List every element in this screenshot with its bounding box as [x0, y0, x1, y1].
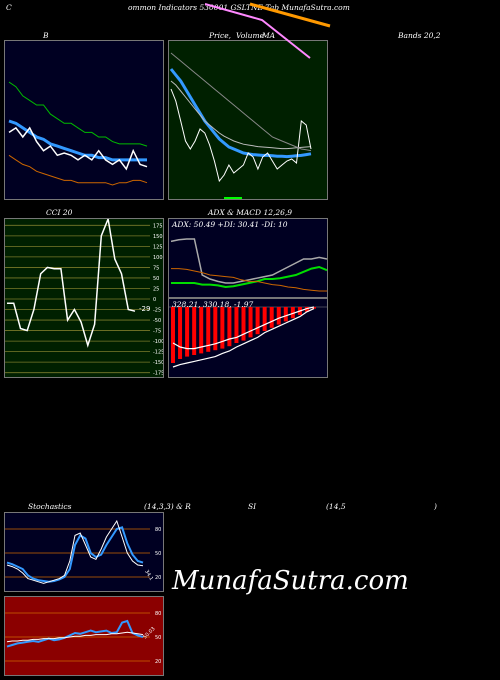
cci-tick-label: 175 — [153, 223, 163, 229]
prefix-text: C — [6, 3, 12, 12]
b-label: B — [43, 31, 49, 40]
stoch-tick-label: 20 — [155, 575, 161, 581]
cci-tick-label: 25 — [153, 286, 159, 292]
macd-bar — [290, 307, 295, 319]
bollinger-chart — [8, 81, 148, 186]
cci-tick-label: -125 — [153, 350, 164, 356]
cci-value-label: -29 — [139, 305, 150, 313]
cci-tick-label: -100 — [153, 339, 164, 345]
stoch-k-line — [6, 519, 144, 584]
macd-bar — [185, 307, 190, 357]
macd-panel: 328.21, 330.18, -1.97 — [168, 298, 328, 378]
macd-bar — [234, 307, 239, 343]
rsi-line — [6, 619, 144, 648]
volume-label: Volume — [236, 31, 265, 40]
cci-tick-label: 75 — [153, 265, 159, 271]
bollinger-series-3 — [8, 126, 148, 171]
price-series-3 — [170, 52, 312, 152]
cci-tick-label: 125 — [153, 244, 163, 250]
macd-bar — [206, 307, 211, 352]
stoch-tick-label: 50 — [155, 551, 161, 557]
macd-bar — [220, 307, 225, 349]
rsi-close: ) — [434, 502, 437, 511]
cci-tick-label: 150 — [153, 234, 163, 240]
pink-top-line — [204, 3, 311, 59]
bollinger-series-2 — [8, 154, 148, 186]
price-series-0 — [169, 68, 312, 159]
price-ma-chart — [169, 52, 312, 199]
watermark: MunafaSutra.com — [172, 566, 409, 596]
rsi-tick-label: 20 — [155, 659, 161, 665]
cci-panel: 175 150 125 100 75 50 25 0 -25 -50 -75 -100 -125 -150… — [4, 218, 164, 378]
stoch-value-label: 34.1 — [143, 569, 154, 582]
cci-chart: 175 150 125 100 75 50 25 0 -25 -50 -75 -100 -125 -150… — [5, 219, 164, 377]
stoch-d-line — [6, 526, 144, 583]
adx-chart — [170, 238, 327, 292]
bands-label: Bands 20,2 — [398, 31, 441, 40]
macd-values: 328.21, 330.18, -1.97 — [172, 300, 254, 309]
macd-bar — [269, 307, 274, 328]
adx-series-0 — [170, 238, 327, 284]
macd-bar — [248, 307, 253, 338]
macd-bar — [171, 307, 175, 363]
macd-bar — [227, 307, 232, 347]
bollinger-panel — [4, 40, 164, 200]
adx-series-1 — [171, 265, 327, 289]
cci-tick-label: -150 — [153, 360, 164, 366]
cci-tick-label: -50 — [153, 318, 161, 324]
cci-line — [7, 219, 136, 348]
macd-bar — [213, 307, 218, 351]
page-title: ommon Indicators 530001 GSLTNE Tab Munaf… — [128, 3, 350, 12]
macd-chart — [169, 306, 327, 368]
macd-line-0 — [172, 306, 315, 350]
macd-bar — [262, 307, 267, 331]
cci-tick-label: 50 — [153, 276, 159, 282]
adx-panel: ADX: 50.49 +DI: 30.41 -DI: 10 — [168, 218, 328, 298]
cci-tick-label: 100 — [153, 255, 163, 261]
price-ma-panel — [168, 40, 328, 200]
rsi-tick-label: 80 — [155, 611, 161, 617]
si-label: SI — [248, 502, 257, 511]
rsi-ma-line — [6, 631, 144, 643]
rsi-panel: 80 50 20 50.03 — [4, 596, 164, 676]
macd-bar — [312, 307, 316, 309]
price-series-2 — [170, 88, 312, 183]
cci-tick-label: -175 — [153, 371, 164, 377]
macd-bar — [276, 307, 281, 325]
cci-tick-label: -75 — [153, 329, 161, 335]
rsi-params: (14,5 — [326, 502, 346, 511]
macd-bar — [304, 307, 309, 312]
macd-bar — [241, 307, 246, 341]
adx-macd-label: ADX & MACD 12,26,9 — [208, 208, 293, 217]
adx-series-2 — [171, 268, 327, 292]
stoch-panel: 80 50 20 34.1 — [4, 512, 164, 592]
orange-top-line — [249, 2, 331, 28]
macd-bar — [255, 307, 260, 335]
cci-tick-label: -25 — [153, 308, 161, 314]
macd-bar — [192, 307, 197, 355]
macd-bar — [178, 307, 183, 359]
adx-values: ADX: 50.49 +DI: 30.41 -DI: 10 — [172, 220, 288, 229]
bollinger-series-0 — [8, 81, 148, 147]
macd-bar — [199, 307, 204, 354]
price-series-1 — [170, 80, 312, 150]
volume-bar — [224, 197, 242, 199]
stoch-label: Stochastics — [28, 502, 72, 511]
ma-label: MA — [262, 31, 276, 40]
cci-tick-label: 0 — [153, 297, 156, 303]
stoch-params: (14,3,3) & R — [144, 502, 191, 511]
stoch-tick-label: 80 — [155, 527, 161, 533]
macd-line-1 — [172, 308, 315, 368]
header-lines — [204, 2, 331, 59]
rsi-tick-label: 50 — [155, 635, 161, 641]
macd-bar — [283, 307, 288, 322]
price-label: Price, — [209, 31, 232, 40]
cci-label: CCI 20 — [46, 208, 73, 217]
